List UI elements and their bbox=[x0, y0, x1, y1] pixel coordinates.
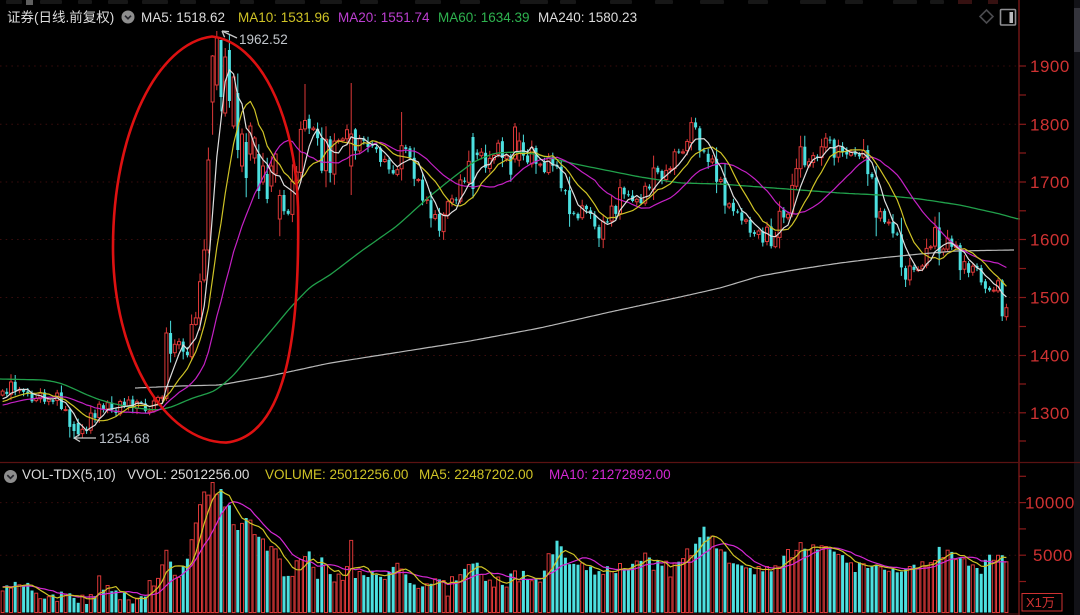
svg-text:MA10: 1531.96: MA10: 1531.96 bbox=[238, 10, 330, 25]
svg-text:证券(日线.前复权): 证券(日线.前复权) bbox=[7, 9, 114, 25]
svg-text:1400: 1400 bbox=[1030, 347, 1070, 366]
svg-text:MA20: 1551.74: MA20: 1551.74 bbox=[338, 10, 430, 25]
svg-text:1900: 1900 bbox=[1030, 57, 1070, 76]
svg-text:1700: 1700 bbox=[1030, 173, 1070, 192]
svg-text:10000: 10000 bbox=[1025, 494, 1075, 513]
svg-text:5000: 5000 bbox=[1033, 546, 1073, 565]
svg-text:X1万: X1万 bbox=[1026, 595, 1055, 610]
svg-text:MA5: 22487202.00: MA5: 22487202.00 bbox=[419, 467, 533, 482]
svg-text:VOL-TDX(5,10): VOL-TDX(5,10) bbox=[22, 467, 116, 482]
svg-text:1962.52: 1962.52 bbox=[239, 32, 288, 47]
svg-text:1600: 1600 bbox=[1030, 231, 1070, 250]
svg-text:VOLUME: 25012256.00: VOLUME: 25012256.00 bbox=[265, 467, 408, 482]
svg-text:MA5: 1518.62: MA5: 1518.62 bbox=[141, 10, 225, 25]
svg-text:MA240: 1580.23: MA240: 1580.23 bbox=[538, 10, 637, 25]
svg-text:MA60: 1634.39: MA60: 1634.39 bbox=[438, 10, 530, 25]
svg-text:MA10: 21272892.00: MA10: 21272892.00 bbox=[549, 467, 671, 482]
svg-text:1500: 1500 bbox=[1030, 289, 1070, 308]
svg-text:1254.68: 1254.68 bbox=[99, 430, 150, 446]
svg-text:1300: 1300 bbox=[1030, 404, 1070, 423]
svg-text:VVOL: 25012256.00: VVOL: 25012256.00 bbox=[127, 467, 249, 482]
svg-text:1800: 1800 bbox=[1030, 115, 1070, 134]
